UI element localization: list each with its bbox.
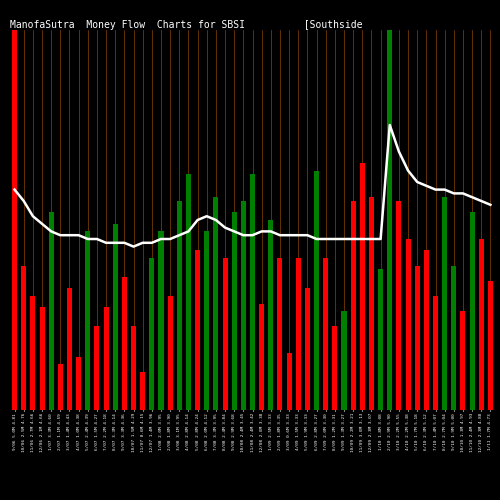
Bar: [433, 296, 438, 410]
Bar: [488, 281, 493, 410]
Bar: [387, 30, 392, 410]
Bar: [195, 250, 200, 410]
Bar: [232, 212, 236, 410]
Bar: [150, 258, 154, 410]
Bar: [177, 201, 182, 410]
Text: ManofaSutra  Money Flow  Charts for SBSI          [Southside                    : ManofaSutra Money Flow Charts for SBSI […: [10, 20, 500, 30]
Bar: [67, 288, 72, 410]
Bar: [30, 296, 36, 410]
Bar: [342, 311, 346, 410]
Bar: [158, 232, 164, 410]
Bar: [259, 304, 264, 410]
Bar: [250, 174, 255, 410]
Bar: [378, 270, 383, 410]
Bar: [94, 326, 100, 410]
Bar: [168, 296, 172, 410]
Bar: [76, 357, 81, 410]
Bar: [350, 201, 356, 410]
Bar: [58, 364, 63, 410]
Bar: [12, 68, 17, 410]
Bar: [104, 308, 108, 410]
Bar: [131, 326, 136, 410]
Bar: [296, 258, 301, 410]
Bar: [86, 232, 90, 410]
Bar: [186, 174, 191, 410]
Bar: [214, 197, 218, 410]
Bar: [140, 372, 145, 410]
Bar: [414, 266, 420, 410]
Bar: [278, 258, 282, 410]
Bar: [369, 197, 374, 410]
Bar: [387, 163, 392, 410]
Bar: [48, 212, 54, 410]
Bar: [460, 311, 466, 410]
Bar: [396, 201, 402, 410]
Bar: [406, 239, 410, 410]
Bar: [204, 232, 210, 410]
Bar: [479, 239, 484, 410]
Bar: [286, 353, 292, 410]
Bar: [360, 163, 365, 410]
Bar: [424, 250, 429, 410]
Bar: [314, 170, 319, 410]
Bar: [268, 220, 274, 410]
Bar: [442, 197, 447, 410]
Bar: [241, 201, 246, 410]
Bar: [470, 212, 474, 410]
Bar: [222, 258, 228, 410]
Bar: [40, 308, 44, 410]
Bar: [305, 288, 310, 410]
Bar: [21, 266, 26, 410]
Bar: [122, 277, 127, 410]
Bar: [12, 30, 17, 410]
Bar: [332, 326, 338, 410]
Bar: [452, 266, 456, 410]
Bar: [112, 224, 118, 410]
Bar: [323, 258, 328, 410]
